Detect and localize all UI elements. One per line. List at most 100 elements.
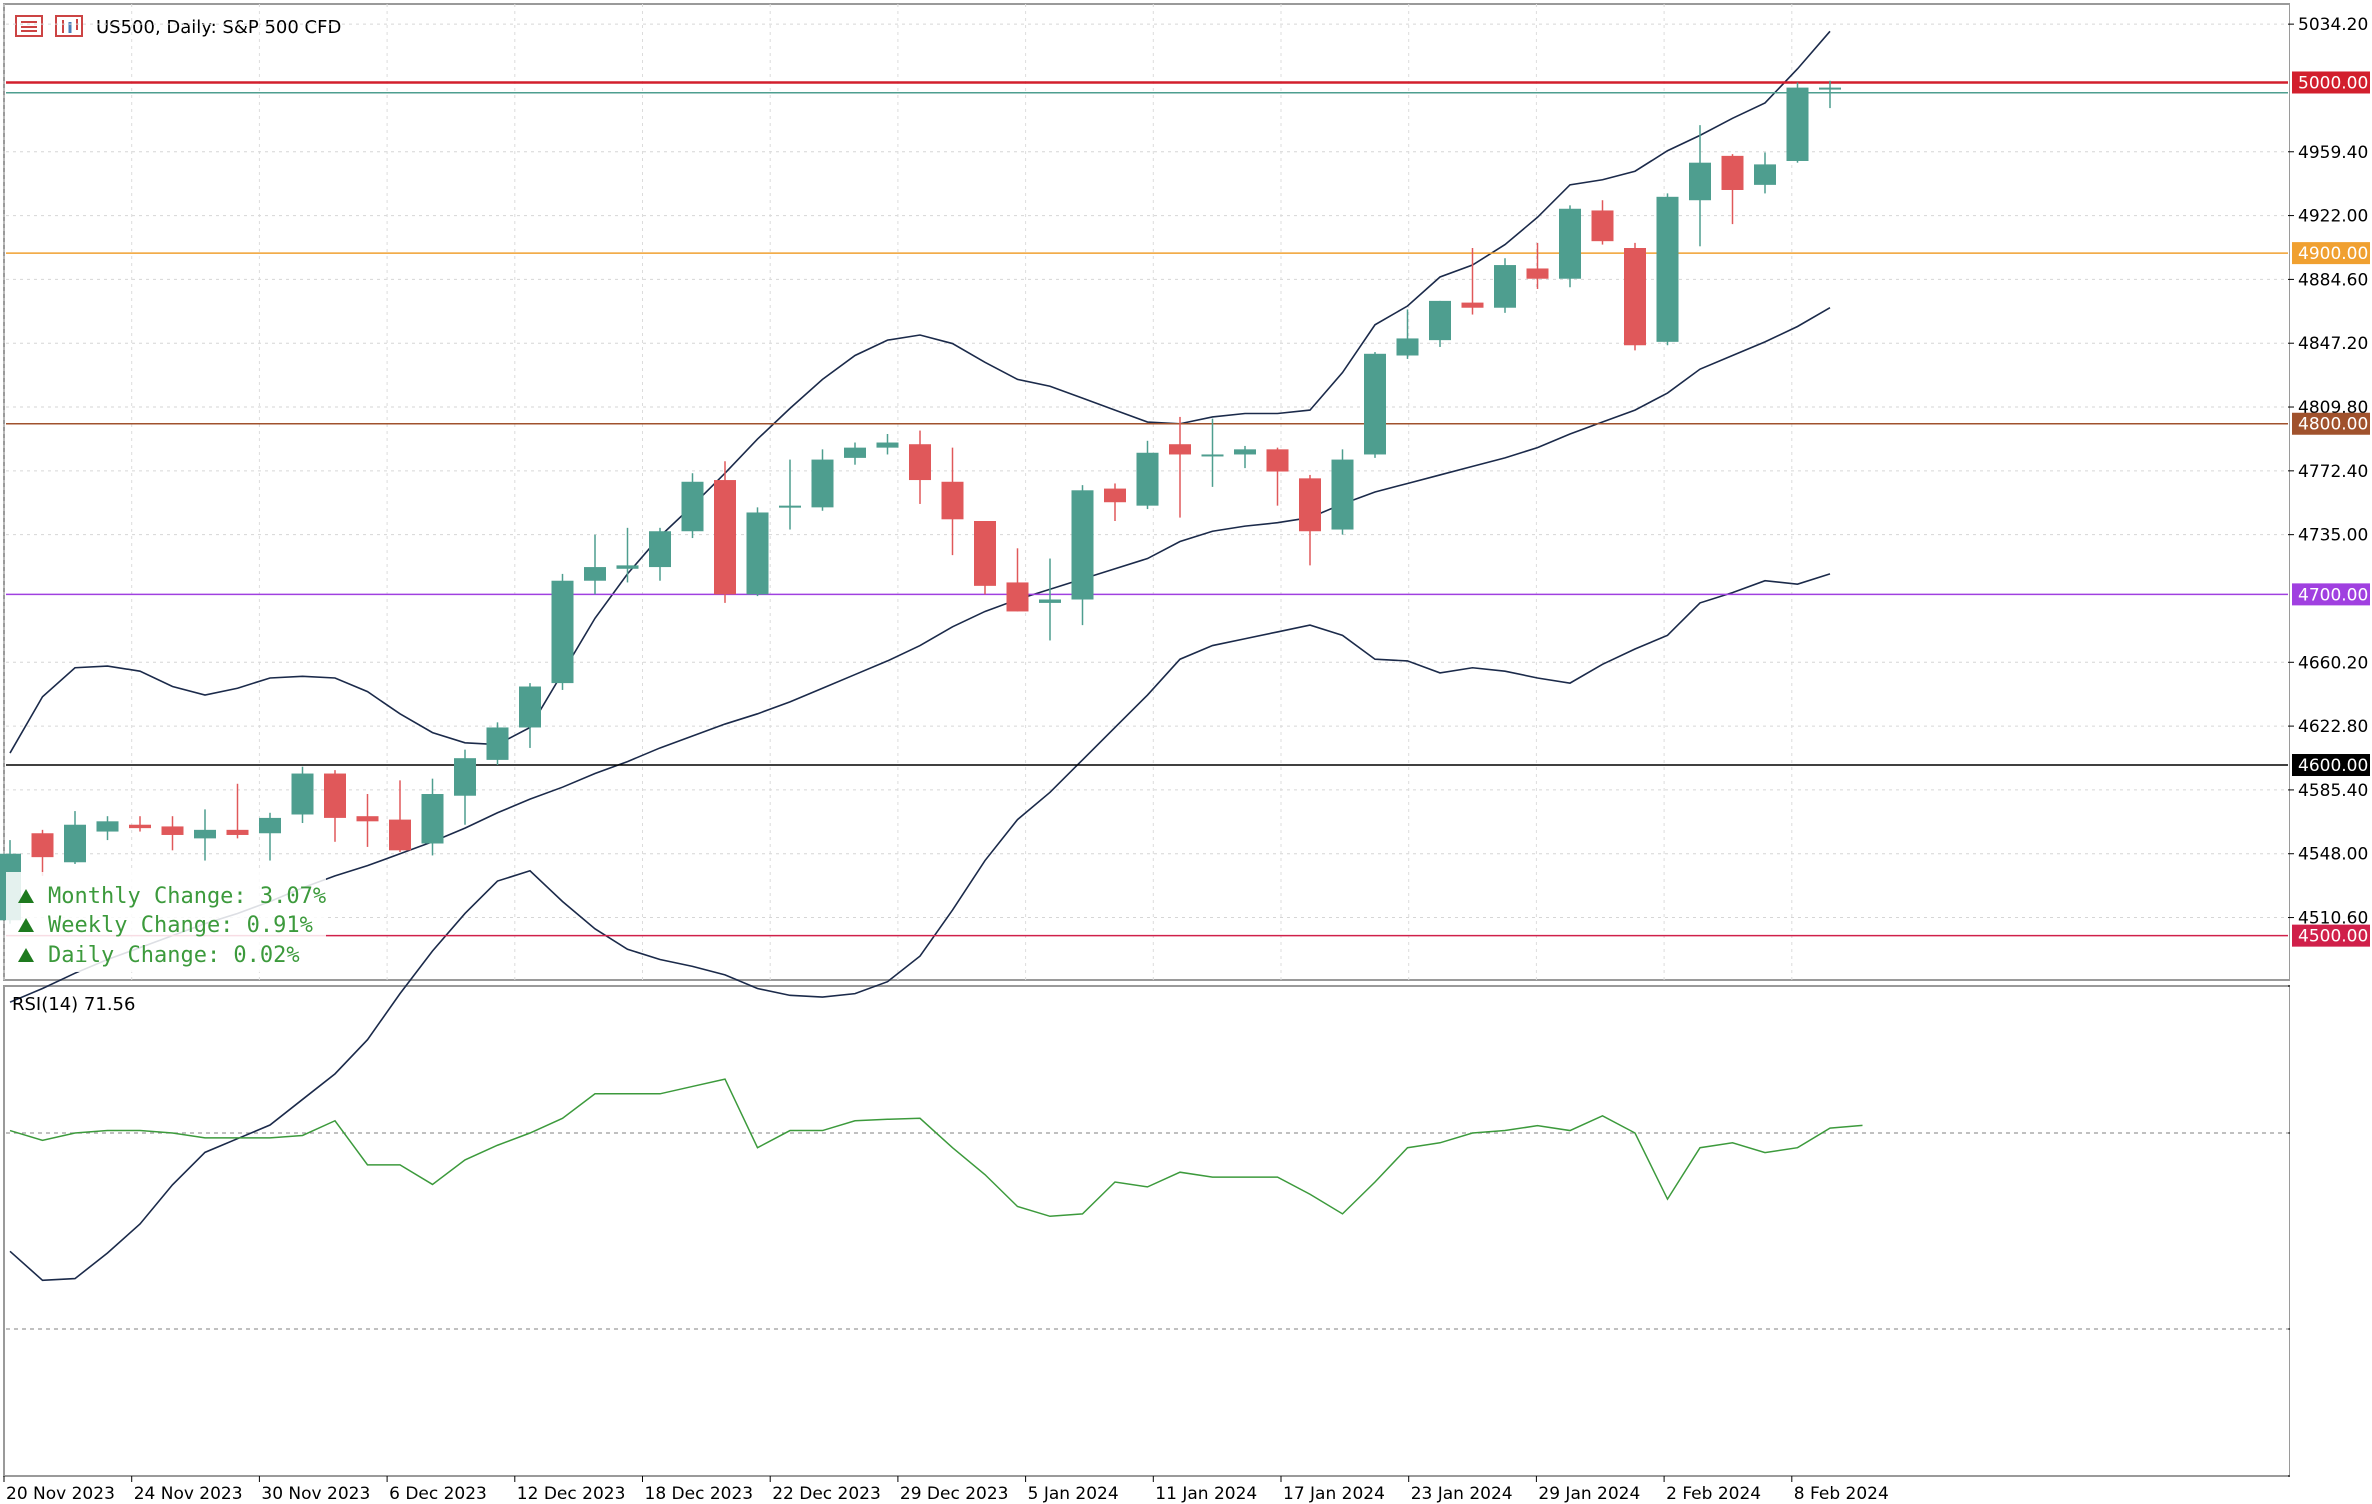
- candle-body: [1494, 265, 1516, 308]
- candle-body: [421, 794, 444, 844]
- candle: [64, 811, 86, 864]
- candle-body: [1559, 208, 1581, 279]
- candle: [1331, 449, 1354, 535]
- candle: [31, 829, 54, 876]
- candle: [129, 816, 151, 832]
- date-tick-label: 5 Jan 2024: [1028, 1484, 1119, 1504]
- candle-body: [1136, 452, 1159, 506]
- rsi-title: RSI(14) 71.56: [12, 994, 135, 1015]
- rsi-indicator: [9, 1078, 1863, 1218]
- candle-body: [96, 821, 119, 832]
- candle: [1494, 258, 1516, 313]
- date-tick-label: 18 Dec 2023: [645, 1484, 754, 1504]
- candle-body: [161, 826, 184, 835]
- up-arrow-icon: [18, 918, 34, 932]
- candle-body: [454, 758, 476, 796]
- candle: [551, 573, 574, 690]
- date-tick-label: 6 Dec 2023: [389, 1484, 487, 1504]
- candle-body: [1754, 164, 1776, 185]
- candle-body: [811, 459, 834, 508]
- rsi-grid: 100.0070.0030.000.00: [6, 985, 2357, 1481]
- candle-body: [1006, 582, 1029, 612]
- candle: [291, 766, 314, 824]
- candle-body: [649, 531, 671, 568]
- candle: [974, 521, 996, 595]
- candle-body: [1169, 444, 1191, 455]
- candle-body: [779, 505, 801, 508]
- level-badge-bg: [2292, 412, 2370, 435]
- candle-body: [746, 512, 769, 595]
- level-badge-label: 5000.00: [2298, 73, 2368, 93]
- candle: [779, 459, 801, 530]
- candle-body: [941, 481, 964, 520]
- candle: [1039, 558, 1061, 641]
- chart-icon[interactable]: [55, 15, 83, 37]
- candle-body: [64, 824, 86, 863]
- candle-body: [974, 521, 996, 586]
- menu-icon[interactable]: [15, 15, 43, 37]
- candle: [1364, 352, 1386, 458]
- candle-body: [1624, 248, 1646, 346]
- level-badge-label: 4700.00: [2298, 585, 2368, 605]
- candle: [1754, 152, 1776, 194]
- rsi-line: [9, 1078, 1863, 1218]
- candle-body: [909, 444, 931, 481]
- date-tick-label: 17 Jan 2024: [1283, 1484, 1385, 1504]
- candle-body: [194, 829, 216, 839]
- candle-body: [291, 773, 314, 815]
- candle: [1299, 474, 1321, 566]
- candle: [649, 527, 671, 581]
- price-tick-label: 4959.40: [2298, 143, 2368, 163]
- candle: [194, 809, 216, 861]
- candle-body: [1299, 478, 1321, 532]
- candle: [1656, 193, 1679, 346]
- up-arrow-icon: [18, 948, 34, 962]
- candle-body: [1461, 302, 1484, 308]
- level-badge-label: 4500.00: [2298, 927, 2368, 947]
- date-tick-label: 20 Nov 2023: [6, 1484, 115, 1504]
- candle: [1786, 82, 1809, 163]
- level-badge-bg: [2292, 71, 2370, 94]
- candle: [1689, 125, 1711, 247]
- candle-body: [1331, 459, 1354, 530]
- rsi-pane: [3, 985, 2291, 1477]
- chart-title: US500, Daily: S&P 500 CFD: [96, 17, 341, 38]
- price-tick-label: 4585.40: [2298, 781, 2368, 801]
- candle: [1071, 485, 1094, 626]
- date-tick-label: 2 Feb 2024: [1666, 1484, 1761, 1504]
- date-tick-label: 12 Dec 2023: [517, 1484, 626, 1504]
- price-tick-label: 4772.40: [2298, 462, 2368, 482]
- level-badge-bg: [2292, 754, 2370, 777]
- weekly-change-label: Weekly Change: 0.91%: [48, 913, 313, 938]
- level-badge: 4600.00: [2292, 754, 2370, 777]
- candle: [1396, 309, 1419, 359]
- candle-body: [1104, 488, 1126, 503]
- candle: [1201, 418, 1224, 487]
- candle: [1819, 80, 1841, 109]
- horizontal-levels: [6, 81, 2288, 937]
- date-tick-label: 29 Dec 2023: [900, 1484, 1009, 1504]
- candle: [259, 812, 281, 861]
- candle: [1266, 447, 1289, 506]
- price-tick-label: 4735.00: [2298, 526, 2368, 546]
- candle: [1461, 248, 1484, 315]
- date-tick-label: 22 Dec 2023: [772, 1484, 881, 1504]
- candle-body: [876, 442, 899, 448]
- candle-body: [519, 686, 541, 728]
- daily-change: Daily Change: 0.02%: [18, 943, 300, 968]
- candle-body: [31, 833, 54, 858]
- level-badge: 5000.00: [2292, 71, 2370, 94]
- level-badge: 4700.00: [2292, 583, 2370, 606]
- candle-body: [1234, 449, 1256, 455]
- candle-body: [1039, 599, 1061, 603]
- candle: [1624, 242, 1646, 351]
- level-badge: 4800.00: [2292, 412, 2370, 435]
- candle-body: [129, 824, 151, 829]
- candle: [1721, 154, 1744, 225]
- candle: [1429, 300, 1451, 347]
- price-tick-label: 4622.80: [2298, 717, 2368, 737]
- candle-body: [486, 727, 509, 760]
- candle-body: [1786, 87, 1809, 161]
- candle: [1591, 200, 1614, 245]
